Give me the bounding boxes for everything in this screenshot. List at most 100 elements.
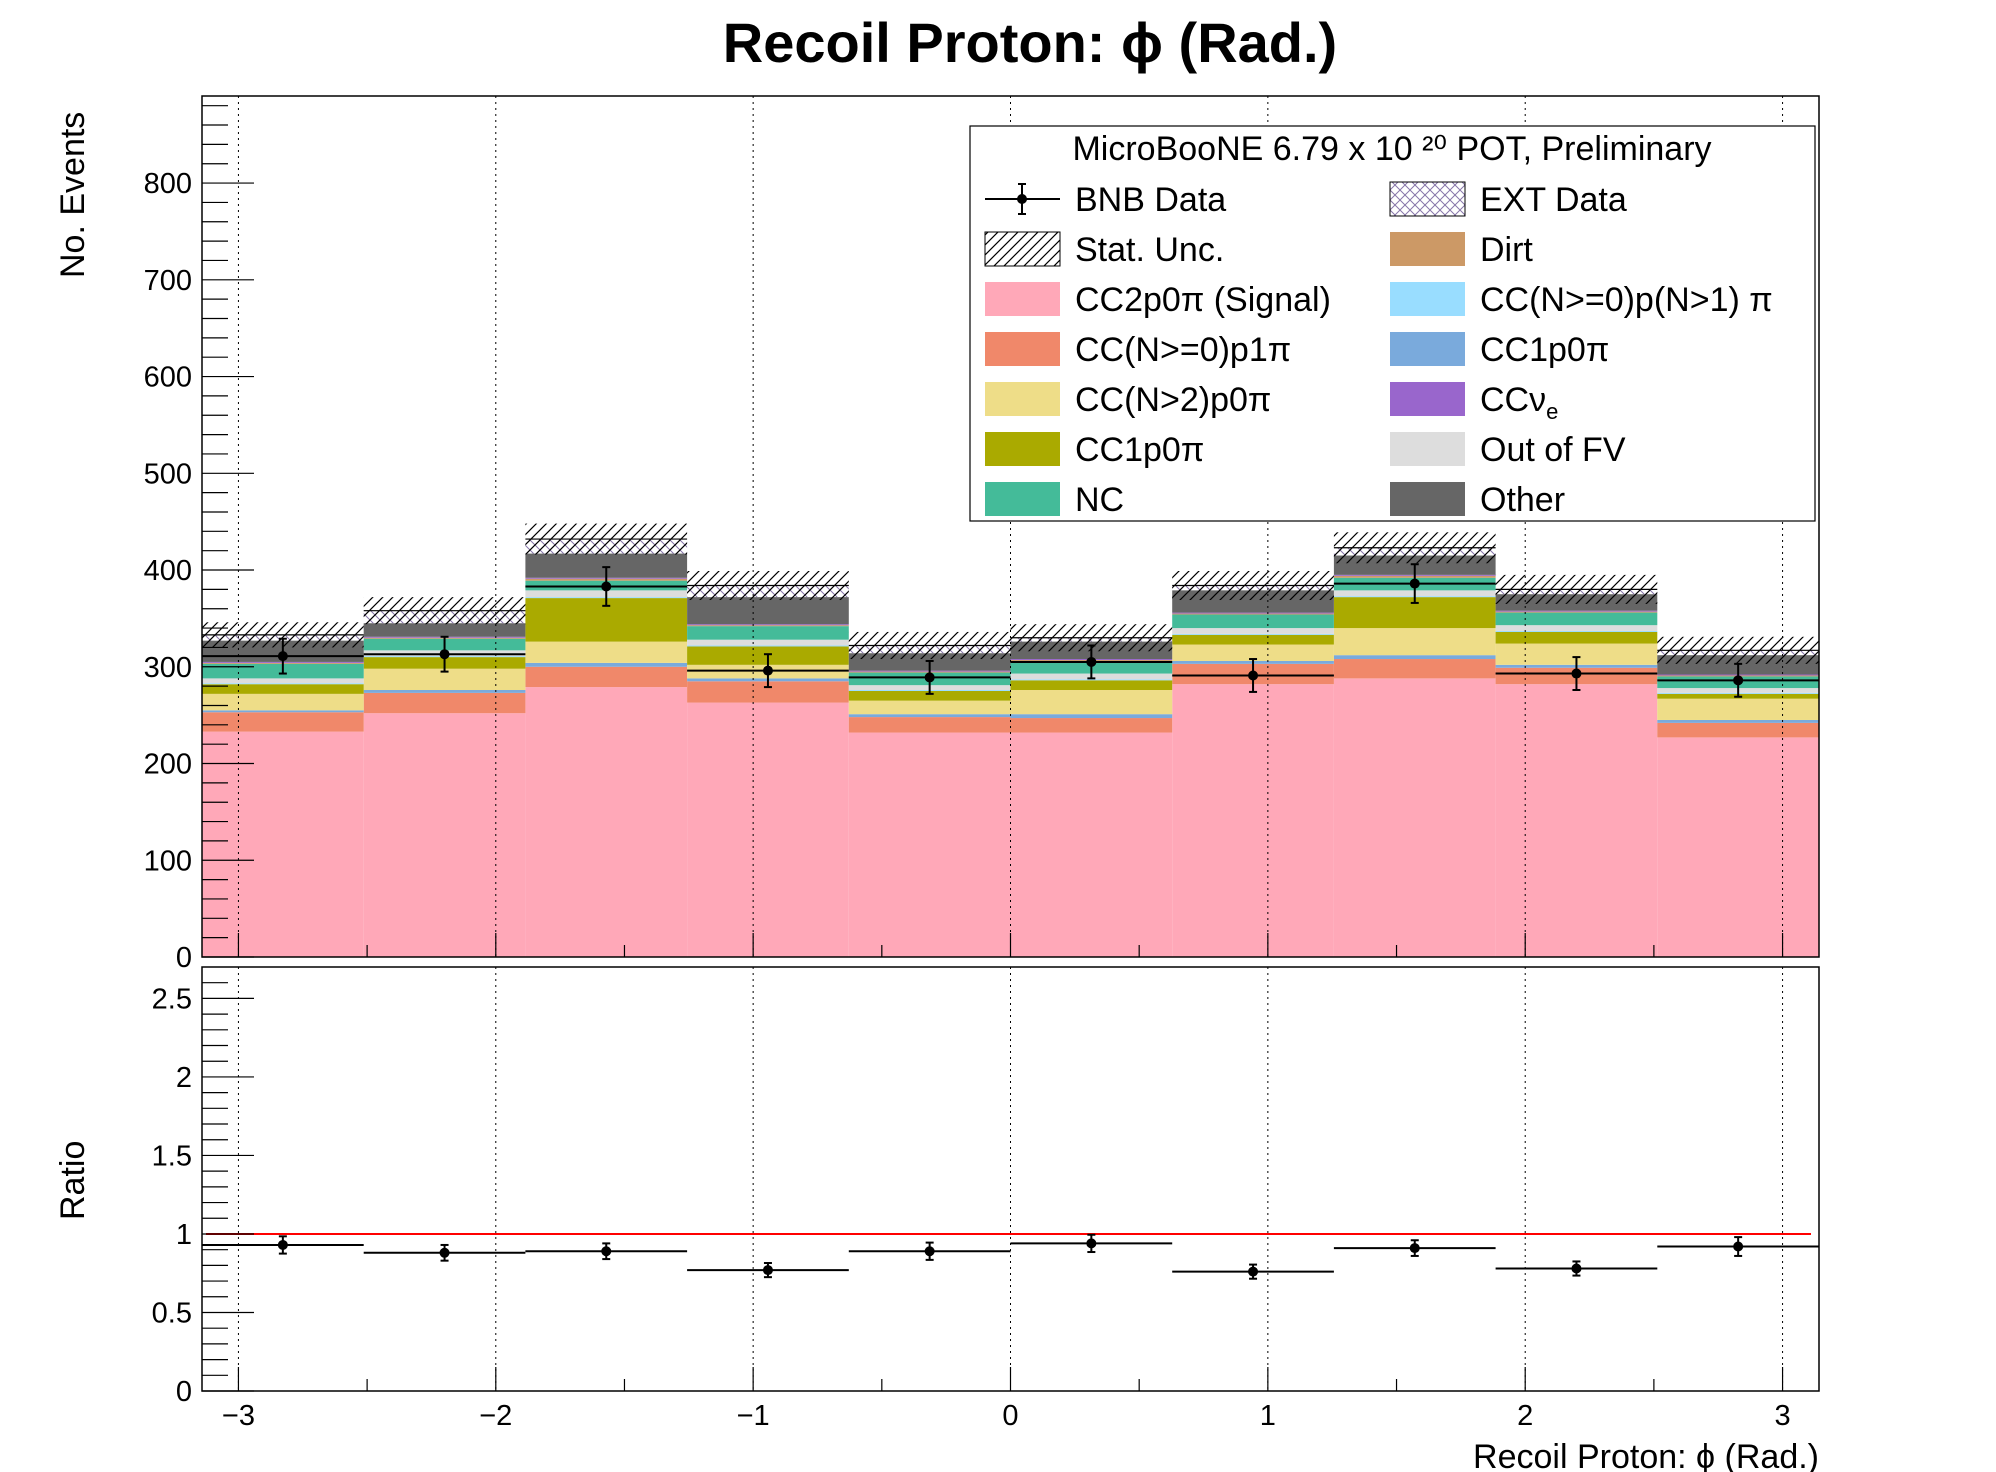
legend-label-7: CC1p0π [1480,331,1609,369]
legend-entry-13: Other [1390,481,1565,519]
chart-title: Recoil Proton: ϕ (Rad.) [723,11,1337,74]
bar-3-1 [363,668,526,690]
bar-5-5 [1010,679,1173,681]
bar-4-0 [202,684,364,694]
bar-1-4 [848,717,1011,733]
bar-1-1 [363,692,526,714]
ratio-point-1 [363,1243,526,1262]
bar-7-8 [1495,612,1658,626]
legend-label-8: CC(N>2)p0π [1075,381,1271,419]
ytick-label-800: 800 [144,168,192,200]
data-point-8 [1495,656,1658,691]
bar-8-6 [1172,613,1334,615]
data-point-2 [525,566,688,607]
xtick-label-2: −1 [737,1400,770,1432]
xtick-label-4: 1 [1260,1400,1276,1432]
ytick-label-200: 200 [144,749,192,781]
legend-header: MicroBooNE 6.79 x 10 ²⁰ POT, Preliminary [1072,130,1711,168]
top-x-ticks [237,933,1784,957]
bar-3-9 [1657,698,1819,720]
ratio-gridlines [237,967,1784,1391]
legend-label-9: CCνe [1480,381,1558,424]
rtick-label-0: 0 [176,1376,192,1408]
bar-1-9 [1657,722,1819,738]
bar-1-7 [1333,659,1496,679]
legend-label-13: Other [1480,481,1565,519]
ratio-point-7 [1333,1239,1496,1257]
legend-entry-5: CC(N>=0)p(N>1) π [1390,281,1773,319]
bar-9-6 [1172,612,1334,614]
bar-0-6 [1172,684,1334,957]
ytick-label-300: 300 [144,652,192,684]
xtick-label-1: −2 [479,1400,512,1432]
bar-1-3 [687,681,849,703]
rtick-label-0.5: 0.5 [152,1297,192,1329]
bar-8-8 [1495,611,1658,613]
bar-4-6 [1172,634,1334,645]
bar-0-2 [525,687,688,957]
bar-1-5 [1010,718,1173,733]
ratio-point-8 [1495,1260,1658,1277]
ratio-point-5 [1010,1233,1173,1254]
bar-3-4 [848,700,1011,715]
bar-6-0 [202,678,364,684]
top-y-axis: 0 100 200 300 400 500 600 700 800 [144,105,254,974]
ratio-point-4 [848,1241,1011,1261]
legend-entry-11: Out of FV [1390,431,1626,469]
ratio-point-0 [202,1235,364,1255]
bar-10-1 [363,623,526,637]
bar-3-5 [1010,689,1173,715]
legend-label-11: Out of FV [1480,431,1626,469]
ratio-y-axis-title: Ratio [54,1141,92,1220]
xtick-label-3: 0 [1002,1400,1018,1432]
bar-2-0 [202,710,364,713]
bar-2-4 [848,714,1011,718]
bar-3-7 [1333,628,1496,656]
legend-entry-8: CC(N>2)p0π [985,381,1271,419]
xtick-label-5: 2 [1517,1400,1533,1432]
bar-0-1 [363,713,526,957]
data-point-1 [363,635,526,673]
rtick-label-1.5: 1.5 [152,1140,192,1172]
bar-6-6 [1172,628,1334,634]
y-axis-title: No. Events [54,112,92,278]
bar-2-9 [1657,719,1819,723]
rtick-label-2: 2 [176,1062,192,1094]
ytick-label-700: 700 [144,265,192,297]
bar-0-3 [687,702,849,957]
legend-label-5: CC(N>=0)p(N>1) π [1480,281,1773,319]
bar-0-0 [202,731,364,957]
legend-entry-3: Dirt [1390,231,1533,269]
legend-entry-10: CC1p0π [985,431,1204,469]
x-axis: −3 −2 −1 0 1 2 3 [222,1367,1791,1432]
legend-label-10: CC1p0π [1075,431,1204,469]
legend-entry-6: CC(N>=0)p1π [985,331,1291,369]
ytick-label-0: 0 [176,942,192,974]
rtick-label-2.5: 2.5 [152,983,192,1015]
xtick-label-0: −3 [222,1400,255,1432]
bar-3-0 [202,693,364,711]
legend-entry-0: BNB Data [985,181,1226,219]
legend-label-2: Stat. Unc. [1075,231,1224,269]
bar-1-2 [525,666,688,688]
bar-2-7 [1333,655,1496,660]
legend: MicroBooNE 6.79 x 10 ²⁰ POT, Preliminary… [969,125,1816,522]
bar-6-3 [687,639,849,646]
bar-0-9 [1657,737,1819,957]
bar-0-7 [1333,678,1496,957]
bar-0-8 [1495,684,1658,957]
rtick-label-1: 1 [176,1219,192,1251]
bar-3-6 [1172,644,1334,661]
data-point-4 [848,659,1011,695]
legend-label-3: Dirt [1480,231,1533,269]
ratio-point-6 [1172,1263,1334,1280]
bar-6-8 [1495,625,1658,631]
ytick-label-500: 500 [144,458,192,490]
bar-4-8 [1495,631,1658,644]
bar-4-4 [848,690,1011,701]
legend-entry-2: Stat. Unc. [984,231,1224,269]
bar-0-5 [1010,732,1173,957]
ratio-point-2 [525,1242,688,1261]
bar-8-3 [687,625,849,627]
